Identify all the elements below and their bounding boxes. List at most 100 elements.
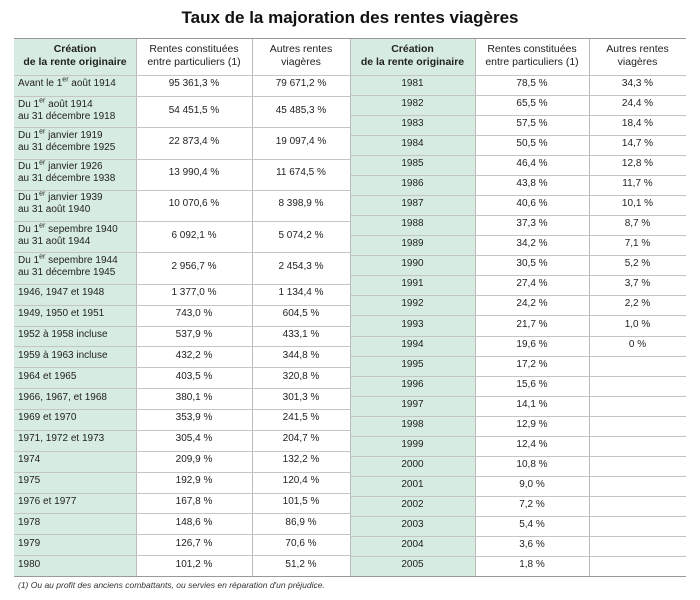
autres-value: 79 671,2 % (275, 78, 327, 90)
row-label: 2001 (401, 478, 424, 490)
row-divider (350, 555, 686, 557)
header-creation-left: Création de la rente originaire (14, 43, 136, 68)
rentes-value: 43,8 % (516, 178, 548, 190)
right-creation-column (350, 39, 475, 576)
row-label: 1982 (401, 98, 424, 110)
row-label: 2005 (401, 558, 424, 570)
autres-value: 70,6 % (285, 537, 317, 549)
row-divider (14, 189, 350, 191)
autres-value: 320,8 % (282, 370, 320, 382)
row-divider (14, 429, 350, 431)
rentes-value: 10,8 % (516, 458, 548, 470)
autres-value: 3,7 % (624, 278, 651, 290)
row-divider (14, 127, 350, 129)
row-label: 1949, 1950 et 1951 (18, 308, 105, 320)
row-divider (350, 415, 686, 417)
row-label: Du 1er sepembre 1944 (18, 253, 118, 267)
row-label: 1986 (401, 178, 424, 190)
row-divider (14, 492, 350, 494)
column-separator (589, 39, 590, 576)
row-label: 1991 (401, 278, 424, 290)
autres-value: 8,7 % (624, 218, 651, 230)
row-label: 1976 et 1977 (18, 495, 77, 507)
row-divider (350, 455, 686, 457)
autres-value: 86,9 % (285, 516, 317, 528)
autres-value: 34,3 % (621, 78, 654, 90)
header-line: de la rente originaire (360, 55, 465, 68)
rentes-value: 743,0 % (175, 308, 213, 320)
row-label: 1978 (18, 516, 41, 528)
row-label: 1966, 1967, et 1968 (18, 391, 107, 403)
header-line: viagères (281, 55, 321, 68)
autres-value: 2 454,3 % (278, 261, 324, 273)
row-label: 1996 (401, 378, 424, 390)
column-separator (136, 39, 137, 576)
row-divider (350, 355, 686, 357)
autres-value: 45 485,3 % (275, 104, 327, 116)
row-label: 1964 et 1965 (18, 370, 77, 382)
row-divider (14, 409, 350, 410)
row-divider (350, 115, 686, 117)
autres-value: 5 074,2 % (278, 229, 324, 241)
row-divider (350, 215, 686, 217)
rentes-value: 37,3 % (516, 218, 548, 230)
autres-value: 8 398,9 % (278, 198, 324, 210)
column-separator (350, 39, 351, 576)
rentes-value: 95 361,3 % (168, 78, 220, 90)
rentes-value: 21,7 % (516, 318, 548, 330)
rentes-value: 22 873,4 % (168, 135, 220, 147)
header-line: Création (391, 43, 434, 55)
autres-value: 7,1 % (624, 238, 651, 250)
row-label: 1946, 1947 et 1948 (18, 287, 105, 299)
row-label: Avant le 1er août 1914 (18, 77, 116, 90)
row-label: 1971, 1972 et 1973 (18, 433, 105, 445)
row-divider (350, 195, 686, 197)
row-label: 1975 (18, 475, 41, 487)
rentes-value: 101,2 % (175, 558, 213, 570)
rentes-value: 12,9 % (516, 418, 548, 430)
rentes-value: 57,5 % (516, 118, 548, 130)
rentes-value: 432,2 % (175, 349, 213, 361)
autres-value: 301,3 % (282, 391, 320, 403)
row-divider (14, 95, 350, 97)
row-divider (350, 275, 686, 277)
row-divider (14, 75, 686, 76)
rates-table: Création de la rente originaire Rentes c… (14, 38, 686, 577)
rentes-value: 40,6 % (516, 198, 548, 210)
autres-value: 344,8 % (282, 349, 320, 361)
row-divider (14, 450, 350, 452)
rentes-value: 2 956,7 % (171, 261, 217, 273)
header-line: Rentes constituées (149, 43, 239, 55)
row-label: au 31 décembre 1938 (18, 173, 116, 185)
row-divider (14, 158, 350, 160)
autres-value: 1,0 % (624, 318, 651, 330)
autres-value: 12,8 % (621, 158, 654, 170)
rentes-value: 1 377,0 % (171, 287, 217, 299)
autres-value: 11,7 % (622, 178, 653, 190)
row-label: Du 1er sepembre 1940 (18, 222, 118, 235)
autres-value: 604,5 % (282, 308, 320, 320)
row-label: 1974 (18, 454, 41, 466)
autres-value: 19 097,4 % (275, 135, 327, 147)
rentes-value: 15,6 % (516, 378, 548, 390)
autres-value: 10,1 % (621, 198, 654, 210)
row-label: 1993 (401, 318, 424, 330)
rentes-value: 27,4 % (516, 278, 548, 290)
row-label: 2000 (401, 458, 424, 470)
left-creation-column (14, 39, 136, 576)
row-label: 1994 (401, 338, 424, 350)
row-label: 1998 (401, 418, 424, 430)
row-label: 1983 (401, 118, 424, 130)
row-divider (14, 555, 350, 557)
row-label: 1989 (401, 238, 424, 250)
row-divider (14, 534, 350, 536)
row-label: Du 1er août 1914 (18, 97, 93, 110)
header-line: entre particuliers (1) (147, 55, 241, 68)
rentes-value: 78,5 % (516, 78, 548, 90)
page-title: Taux de la majoration des rentes viagère… (181, 8, 519, 27)
rentes-value: 1,8 % (519, 558, 545, 570)
rentes-value: 19,6 % (516, 338, 548, 350)
row-divider (14, 325, 350, 327)
row-divider (350, 135, 686, 137)
header-line: Autres rentes (269, 43, 333, 55)
